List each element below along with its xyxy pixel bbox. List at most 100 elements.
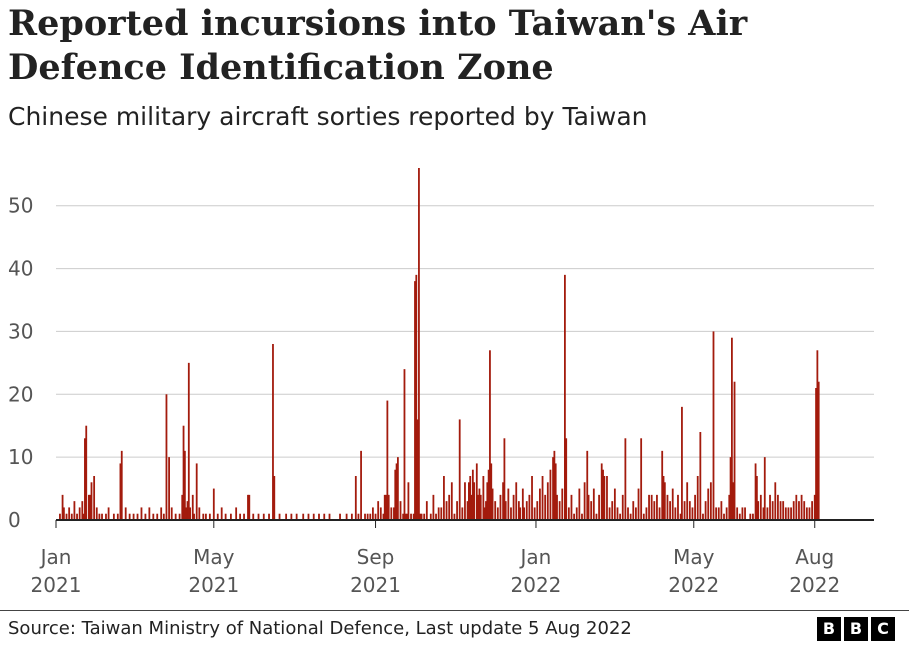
bar bbox=[239, 513, 241, 520]
bar bbox=[339, 513, 341, 520]
bar bbox=[364, 513, 366, 520]
bar bbox=[402, 513, 405, 520]
bar bbox=[600, 463, 603, 520]
bar bbox=[105, 513, 107, 520]
bar bbox=[208, 513, 211, 520]
bar bbox=[541, 476, 544, 520]
bar bbox=[404, 513, 407, 520]
bar bbox=[637, 488, 640, 520]
bar bbox=[345, 513, 348, 520]
footer-divider bbox=[0, 610, 909, 611]
bar bbox=[183, 450, 186, 520]
bar bbox=[396, 457, 399, 520]
bar bbox=[787, 507, 790, 520]
bar bbox=[107, 507, 110, 520]
bar bbox=[723, 513, 725, 520]
bar bbox=[494, 501, 497, 520]
bar bbox=[642, 513, 645, 520]
bar bbox=[736, 507, 739, 520]
bar bbox=[406, 513, 408, 520]
bar bbox=[410, 513, 412, 520]
bar bbox=[489, 350, 491, 520]
bar bbox=[602, 469, 604, 520]
bar bbox=[669, 501, 671, 520]
bar bbox=[156, 513, 159, 520]
bar bbox=[549, 469, 552, 520]
bar bbox=[741, 507, 744, 520]
bar bbox=[627, 507, 629, 520]
logo-letter: C bbox=[871, 617, 895, 641]
bar bbox=[635, 507, 637, 520]
bar bbox=[191, 494, 194, 520]
bar bbox=[464, 482, 466, 520]
bar bbox=[707, 488, 710, 520]
bar bbox=[478, 488, 481, 520]
bar bbox=[268, 513, 270, 520]
bar bbox=[766, 507, 769, 520]
bar bbox=[603, 476, 606, 520]
bar bbox=[650, 494, 653, 520]
bar bbox=[73, 501, 76, 520]
bar bbox=[295, 513, 298, 520]
bar bbox=[613, 488, 616, 520]
bar bbox=[552, 457, 554, 520]
logo-letter: B bbox=[817, 617, 841, 641]
bar bbox=[749, 513, 752, 520]
x-tick-label-year: 2021 bbox=[31, 573, 82, 597]
bar bbox=[531, 476, 533, 520]
bar bbox=[429, 513, 432, 520]
bar bbox=[533, 507, 536, 520]
bar bbox=[490, 463, 493, 520]
bar bbox=[390, 507, 393, 520]
bar bbox=[784, 507, 787, 520]
gridlines bbox=[56, 205, 874, 458]
bar bbox=[189, 507, 192, 520]
bar bbox=[178, 513, 181, 520]
bar bbox=[499, 494, 502, 520]
bar bbox=[564, 274, 566, 520]
bar bbox=[252, 513, 255, 520]
bar bbox=[224, 513, 227, 520]
bar-series bbox=[59, 168, 820, 520]
bar bbox=[565, 438, 568, 520]
bar bbox=[800, 494, 803, 520]
bar bbox=[558, 501, 561, 520]
bar bbox=[762, 507, 765, 520]
bar bbox=[621, 494, 624, 520]
bar bbox=[632, 501, 635, 520]
bar bbox=[658, 507, 661, 520]
chart-title: Reported incursions into Taiwan's Air De… bbox=[8, 3, 748, 88]
bar bbox=[81, 501, 84, 520]
bar bbox=[677, 494, 679, 520]
bar bbox=[817, 381, 820, 520]
bar bbox=[466, 501, 469, 520]
bar bbox=[82, 513, 85, 520]
bar bbox=[702, 513, 704, 520]
bar bbox=[512, 494, 515, 520]
bar bbox=[193, 513, 195, 520]
bar bbox=[128, 513, 131, 520]
bar bbox=[285, 513, 288, 520]
bar bbox=[453, 513, 456, 520]
x-tick-label-month: Sep bbox=[357, 545, 395, 569]
logo-letter: B bbox=[844, 617, 868, 641]
bar bbox=[733, 381, 736, 520]
bar bbox=[243, 513, 245, 520]
bar bbox=[220, 507, 223, 520]
x-tick-label-year: 2021 bbox=[350, 573, 401, 597]
bar bbox=[116, 513, 119, 520]
bar bbox=[435, 513, 437, 520]
x-tick-label-year: 2021 bbox=[188, 573, 239, 597]
bar bbox=[470, 494, 473, 520]
bar bbox=[681, 406, 683, 520]
bar bbox=[691, 507, 694, 520]
bar bbox=[469, 476, 472, 520]
bar bbox=[307, 513, 310, 520]
bbc-logo: B B C bbox=[817, 617, 895, 641]
bar bbox=[323, 513, 326, 520]
bar bbox=[544, 494, 547, 520]
bar bbox=[168, 457, 170, 520]
bar bbox=[366, 513, 369, 520]
bar bbox=[112, 513, 115, 520]
bar bbox=[85, 425, 88, 520]
